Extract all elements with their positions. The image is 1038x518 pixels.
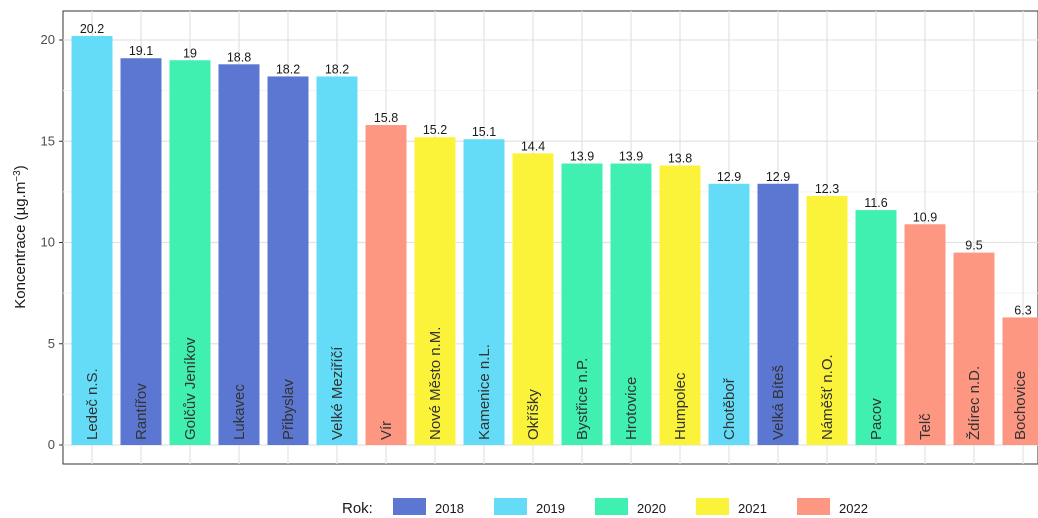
legend-swatch (393, 498, 426, 515)
bar (218, 64, 260, 446)
legend-label: 2019 (536, 501, 565, 516)
category-label: Velká Bíteš (770, 365, 787, 440)
y-axis-ticks: 0 5 10 15 20 (41, 32, 63, 452)
category-label: Ledeč n.S. (84, 368, 101, 440)
bar (806, 195, 848, 445)
bar (953, 252, 995, 445)
bar (365, 125, 407, 446)
legend: 2018 2019 2020 2021 2022 (393, 498, 868, 516)
category-label: Ždírec n.D. (966, 366, 983, 440)
category-label: Golčův Jeníkov (182, 337, 199, 440)
bar (169, 60, 211, 445)
bar-value-label: 12.9 (717, 170, 741, 184)
category-label: Chotěboř (721, 377, 738, 440)
bar (561, 163, 603, 445)
y-tick-label: 15 (41, 133, 55, 148)
bar-value-label: 15.1 (472, 125, 496, 139)
bar (463, 139, 505, 445)
legend-label: 2021 (738, 501, 767, 516)
legend-label: 2018 (435, 501, 464, 516)
legend-swatch (494, 498, 527, 515)
bar (610, 163, 652, 445)
legend-label: 2022 (839, 501, 868, 516)
bar-value-label: 18.2 (325, 62, 349, 76)
category-label: Telč (917, 413, 934, 440)
y-tick-label: 10 (41, 235, 55, 250)
category-label: Vír (378, 421, 395, 440)
bar-value-label: 13.9 (619, 150, 643, 164)
bar (120, 58, 162, 445)
bar-value-label: 9.5 (965, 239, 982, 253)
legend-title: Rok: (342, 500, 373, 517)
bar-value-label: 13.9 (570, 150, 594, 164)
category-label: Nové Město n.M. (427, 327, 444, 440)
category-label: Přibyslav (280, 379, 297, 440)
bar (904, 224, 946, 445)
bar (414, 137, 456, 445)
bar-value-label: 19.1 (129, 44, 153, 58)
category-label: Pacov (868, 398, 885, 440)
y-axis-title: Koncentrace (µg.m−3) (12, 165, 30, 308)
bar (1002, 317, 1038, 445)
bar (512, 153, 554, 445)
bar-value-label: 14.4 (521, 139, 545, 153)
bar-value-label: 15.8 (374, 111, 398, 125)
category-label: Rantířov (133, 383, 150, 440)
legend-swatch (797, 498, 830, 515)
bar-value-label: 6.3 (1014, 303, 1031, 317)
bar (855, 210, 897, 445)
category-labels: Ledeč n.S. Rantířov Golčův Jeníkov Lukavec P… (84, 327, 1029, 440)
category-label: Humpolec (672, 372, 689, 440)
bar (267, 76, 309, 445)
bar-value-label: 15.2 (423, 123, 447, 137)
bar-value-label: 12.9 (766, 170, 790, 184)
bar-value-label: 13.8 (668, 152, 692, 166)
legend-swatch (595, 498, 628, 515)
legend-swatch (696, 498, 729, 515)
bar-value-label: 19 (183, 46, 197, 60)
y-tick-label: 5 (48, 336, 55, 351)
value-labels: 20.2 19.1 19 18.8 18.2 18.2 15.8 15.2 15.1 14.4 13… (80, 22, 1032, 317)
bar-value-label: 18.2 (276, 62, 300, 76)
y-tick-label: 20 (41, 32, 55, 47)
bars (71, 35, 1038, 446)
bar-value-label: 18.8 (227, 50, 251, 64)
legend-label: 2020 (637, 501, 666, 516)
category-label: Lukavec (231, 384, 248, 440)
bar-value-label: 12.3 (815, 182, 839, 196)
bar (659, 165, 701, 446)
category-label: Kamenice n.L. (476, 344, 493, 440)
category-label: Okříšky (525, 389, 542, 440)
y-tick-label: 0 (48, 437, 55, 452)
category-label: Velké Meziříčí (329, 346, 346, 440)
bar-value-label: 10.9 (913, 210, 937, 224)
bar (708, 183, 750, 445)
bar (71, 35, 113, 445)
bar-value-label: 20.2 (80, 22, 104, 36)
category-label: Náměšť n.O. (819, 354, 836, 440)
bar-value-label: 11.6 (864, 196, 887, 210)
category-label: Hrotovice (623, 377, 640, 440)
category-label: Bochovice (1012, 371, 1029, 440)
bar (757, 183, 799, 445)
category-label: Bystřice n.P. (574, 358, 591, 440)
bar (316, 76, 358, 445)
